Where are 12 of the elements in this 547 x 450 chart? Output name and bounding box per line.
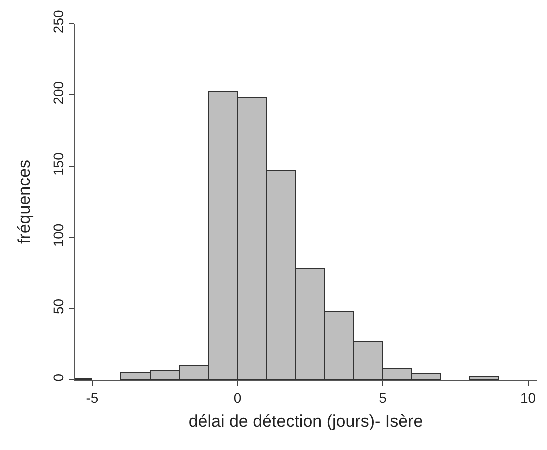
y-tick-label: 0 bbox=[50, 374, 66, 382]
y-tick-label: 50 bbox=[50, 298, 66, 314]
y-tick-label: 200 bbox=[50, 81, 66, 105]
y-axis-title: fréquences bbox=[14, 160, 34, 244]
y-tick-label: 150 bbox=[50, 152, 66, 176]
x-axis-title: délai de détection (jours)- Isère bbox=[188, 412, 424, 432]
x-tick-label: 0 bbox=[234, 390, 242, 406]
y-tick-label: 100 bbox=[50, 224, 66, 248]
x-tick-label: -5 bbox=[86, 390, 99, 406]
x-tick-label: 10 bbox=[520, 390, 536, 406]
y-tick-label: 250 bbox=[50, 10, 66, 34]
x-tick-label: 5 bbox=[379, 390, 388, 406]
